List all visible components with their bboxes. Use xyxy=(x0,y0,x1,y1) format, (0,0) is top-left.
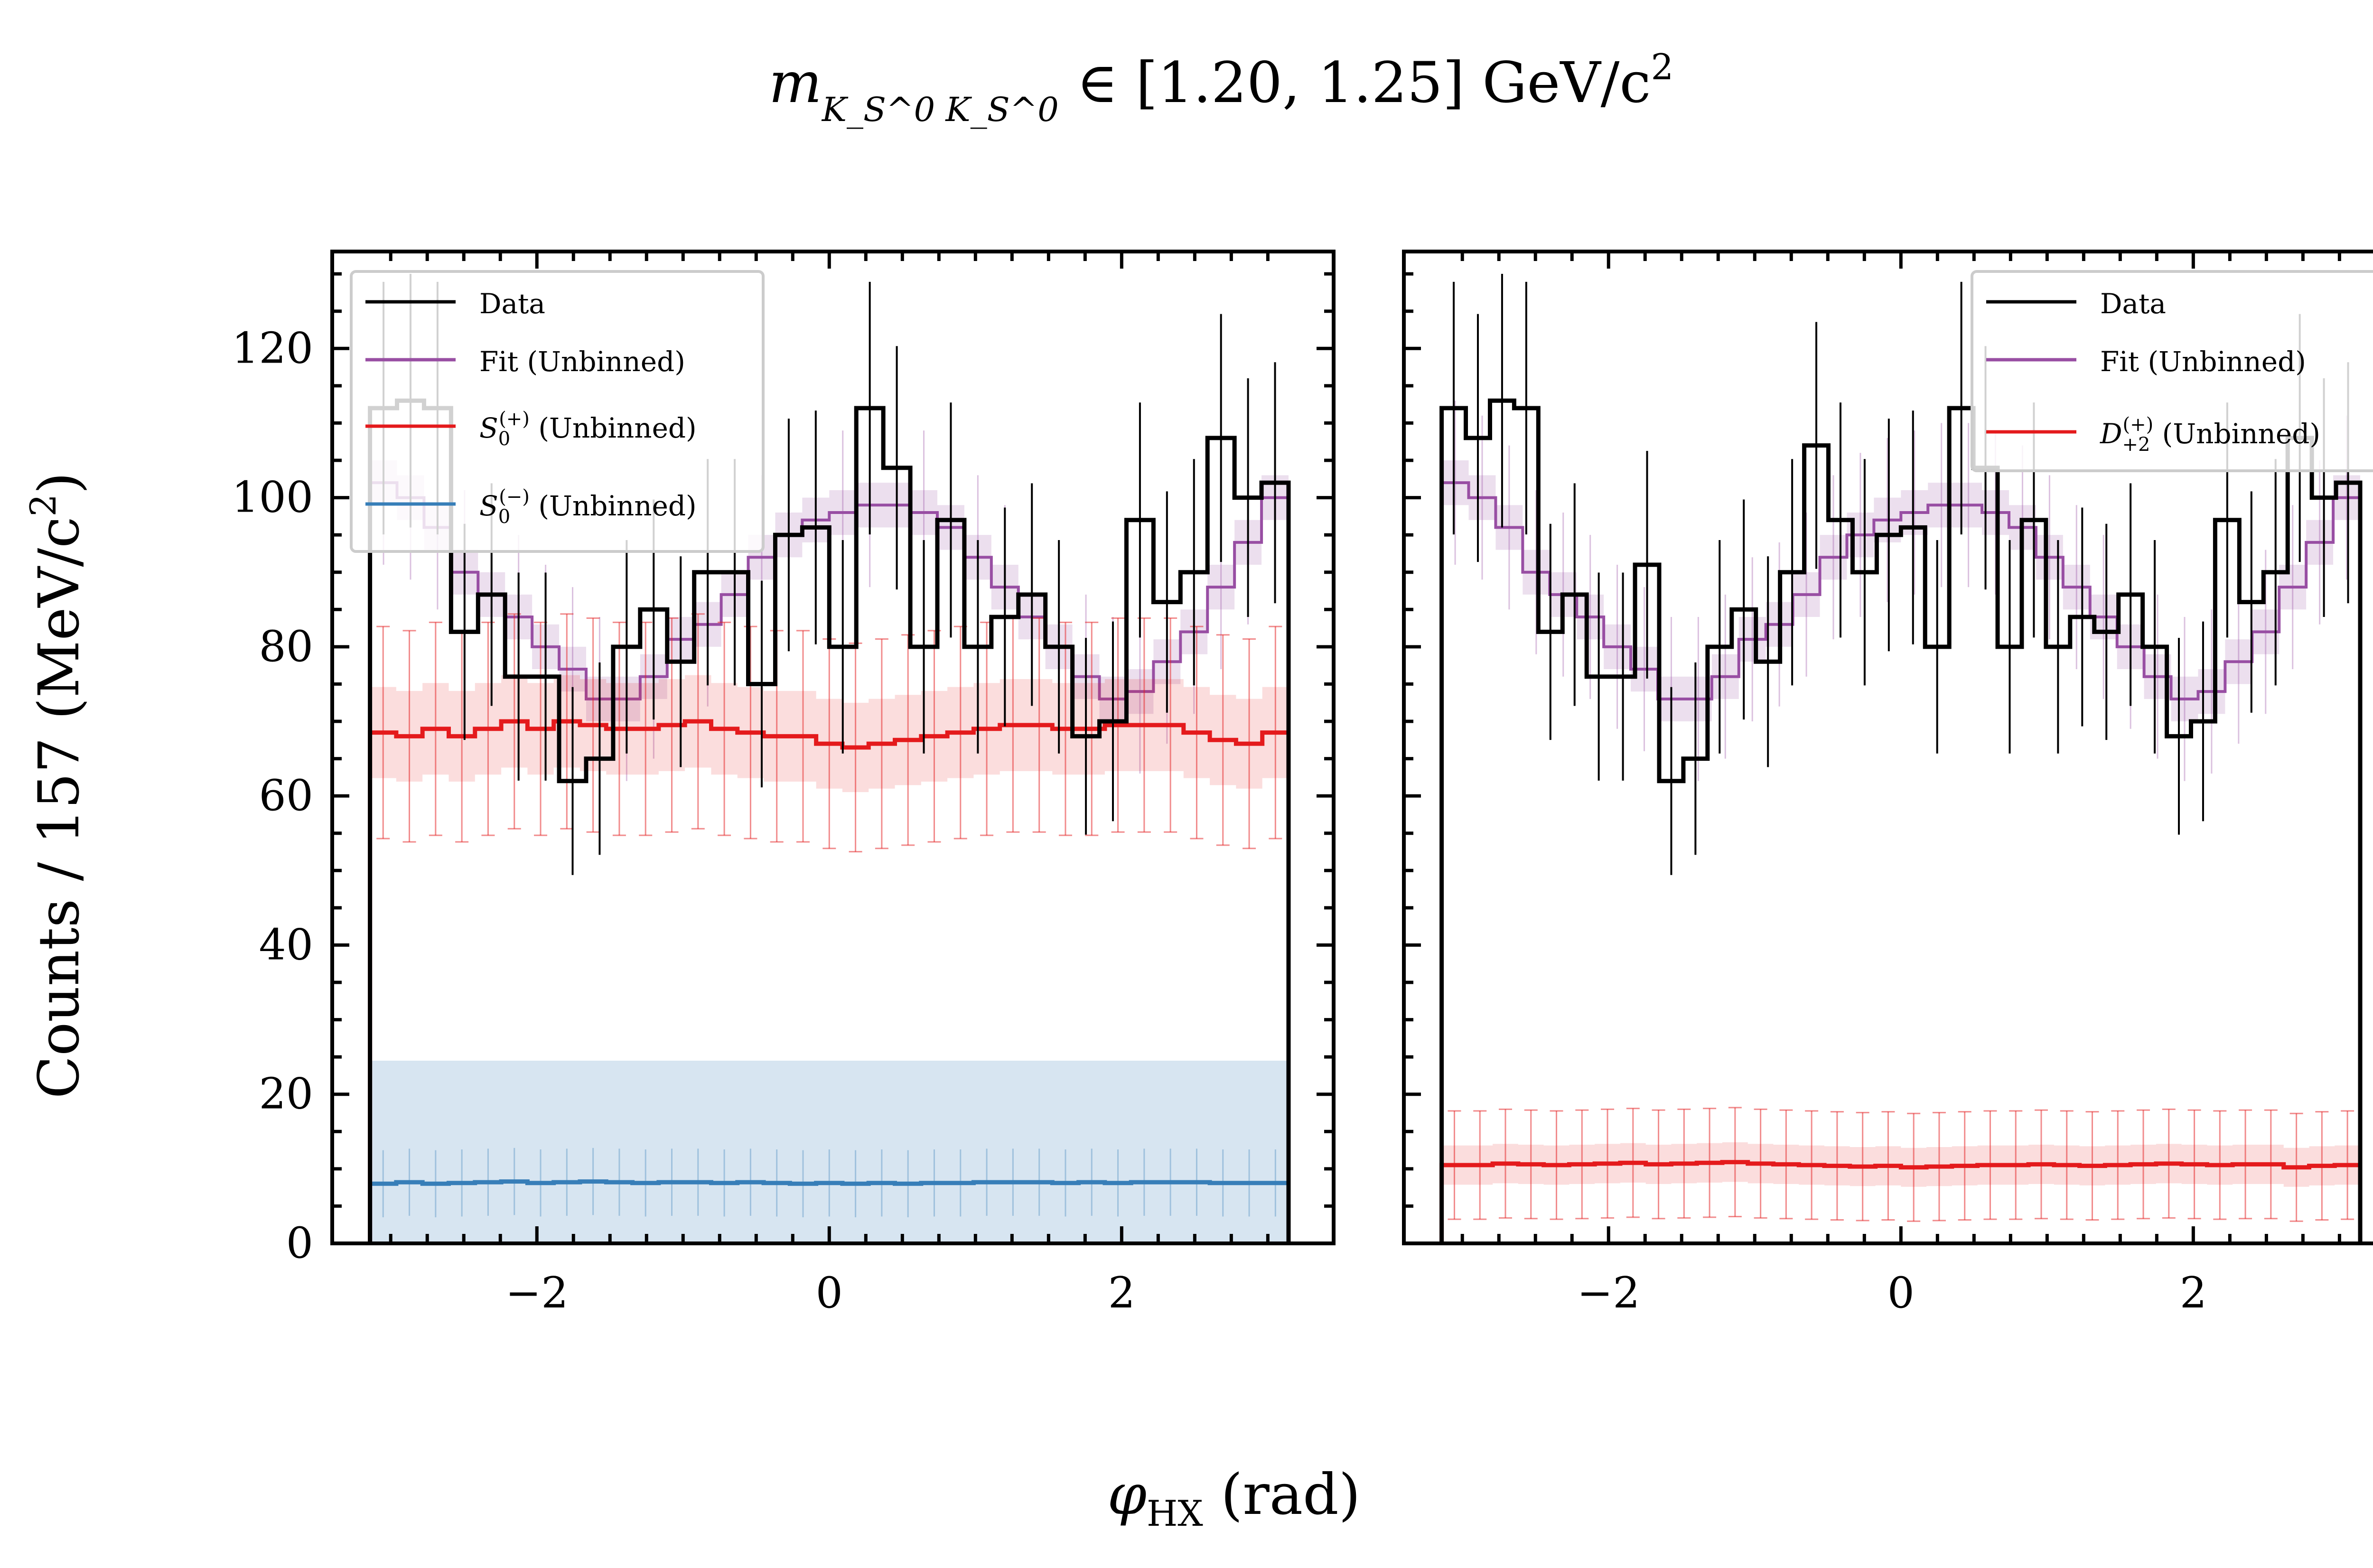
data-step-line xyxy=(1439,398,2363,1243)
s0-minus-uncertainty-band xyxy=(632,1061,659,1243)
legend-s0-minus-label: S0(−) (Unbinned) xyxy=(479,486,697,528)
s0-minus-step-line xyxy=(368,1179,1291,1243)
right-plot-frame xyxy=(1402,250,2373,1245)
s0-minus-uncertainty-band xyxy=(422,1061,449,1243)
s0-minus-uncertainty-band xyxy=(1052,1061,1079,1243)
x-tick-label: 0 xyxy=(816,1268,843,1318)
panel-left: 0 20 40 60 80 100 120 −2 0 2 Data Fit (Unbinned) … xyxy=(232,250,1336,1318)
legend-data-label: Data xyxy=(2100,288,2166,320)
fit-step-line xyxy=(368,481,1290,1243)
s0-minus-uncertainty-band xyxy=(448,1061,475,1243)
figure-title: mK_S^0 K_S^0 ∈ [1.20, 1.25] GeV/c2 xyxy=(769,46,1673,129)
legend-d-plus2-label: D+2(+) (Unbinned) xyxy=(2100,414,2320,456)
s0-minus-uncertainty-band xyxy=(869,1061,895,1243)
s0-minus-uncertainty-band xyxy=(764,1061,790,1243)
s0-minus-uncertainty-band xyxy=(1078,1061,1105,1243)
s0-minus-uncertainty-band xyxy=(711,1061,738,1243)
s0-minus-uncertainty-band xyxy=(1000,1061,1027,1243)
s0-minus-uncertainty-band xyxy=(947,1061,974,1243)
legend-s0-plus-label: S0(+) (Unbinned) xyxy=(479,408,697,450)
left-plot-marks xyxy=(368,274,1291,1243)
s0-minus-uncertainty-band xyxy=(396,1061,423,1243)
s0-minus-uncertainty-band xyxy=(921,1061,948,1243)
legend-fit-label: Fit (Unbinned) xyxy=(479,345,685,378)
s0-minus-uncertainty-band xyxy=(606,1061,633,1243)
s0-minus-uncertainty-band xyxy=(1262,1061,1289,1243)
left-plot-frame xyxy=(330,250,1336,1245)
s0-minus-uncertainty-band xyxy=(1131,1061,1158,1243)
x-tick-label: 2 xyxy=(1108,1268,1135,1318)
s0-minus-uncertainty-band xyxy=(553,1061,580,1243)
x-tick-label: 2 xyxy=(2180,1268,2207,1318)
left-ticks: 0 20 40 60 80 100 120 −2 0 2 xyxy=(232,252,1334,1318)
right-legend: Data Fit (Unbinned) D+2(+) (Unbinned) xyxy=(1971,270,2373,472)
s0-minus-uncertainty-band xyxy=(501,1061,528,1243)
s0-minus-uncertainty-band xyxy=(1157,1061,1184,1243)
right-ticks: −2 0 2 xyxy=(1404,252,2341,1318)
panel-right: −2 0 2 Data Fit (Unbinned) D+2(+) (Unbinne… xyxy=(1402,250,2373,1318)
s0-minus-uncertainty-band xyxy=(1104,1061,1131,1243)
x-tick-label: 0 xyxy=(1887,1268,1915,1318)
s0-minus-uncertainty-band xyxy=(527,1061,554,1243)
s0-minus-uncertainty-band xyxy=(973,1061,1000,1243)
s0-minus-uncertainty-band xyxy=(790,1061,816,1243)
s0-minus-uncertainty-band xyxy=(1183,1061,1210,1243)
y-tick-label: 40 xyxy=(259,920,313,970)
s0-minus-uncertainty-band xyxy=(842,1061,869,1243)
s0-minus-uncertainty-band xyxy=(1210,1061,1236,1243)
left-legend: Data Fit (Unbinned) S0(+) (Unbinned) S0(… xyxy=(350,270,765,553)
y-tick-label: 0 xyxy=(286,1218,313,1268)
d-plus2-step-line xyxy=(1439,1160,2363,1243)
legend-data-label: Data xyxy=(479,288,545,320)
s0-minus-uncertainty-band xyxy=(1236,1061,1262,1243)
s0-minus-uncertainty-band xyxy=(475,1061,502,1243)
left-legend-box xyxy=(350,270,765,553)
y-axis-label: Counts / 157 (MeV/c2) xyxy=(22,472,92,1099)
s0-minus-uncertainty-band xyxy=(895,1061,921,1243)
s0-minus-uncertainty-band xyxy=(1026,1061,1053,1243)
s0-plus-step-line xyxy=(368,719,1291,1243)
y-tick-label: 60 xyxy=(259,771,313,821)
fit-step-line xyxy=(1440,481,2362,1243)
s0-minus-uncertainty-band xyxy=(816,1061,842,1243)
x-axis-label: φHX (rad) xyxy=(1107,1462,1360,1534)
y-tick-label: 80 xyxy=(259,622,313,672)
s0-minus-uncertainty-band xyxy=(370,1061,396,1243)
right-plot-marks xyxy=(1439,274,2363,1243)
s0-minus-uncertainty-band xyxy=(737,1061,764,1243)
right-legend-box xyxy=(1971,270,2373,472)
y-tick-label: 100 xyxy=(232,473,313,523)
s0-minus-uncertainty-band xyxy=(685,1061,711,1243)
y-tick-label: 20 xyxy=(259,1069,313,1119)
legend-fit-label: Fit (Unbinned) xyxy=(2100,345,2306,378)
data-step-line xyxy=(368,398,1291,1243)
s0-minus-uncertainty-band xyxy=(658,1061,685,1243)
x-tick-label: −2 xyxy=(1577,1268,1640,1318)
y-tick-label: 120 xyxy=(232,323,313,373)
x-tick-label: −2 xyxy=(505,1268,569,1318)
s0-minus-uncertainty-band xyxy=(579,1061,607,1243)
